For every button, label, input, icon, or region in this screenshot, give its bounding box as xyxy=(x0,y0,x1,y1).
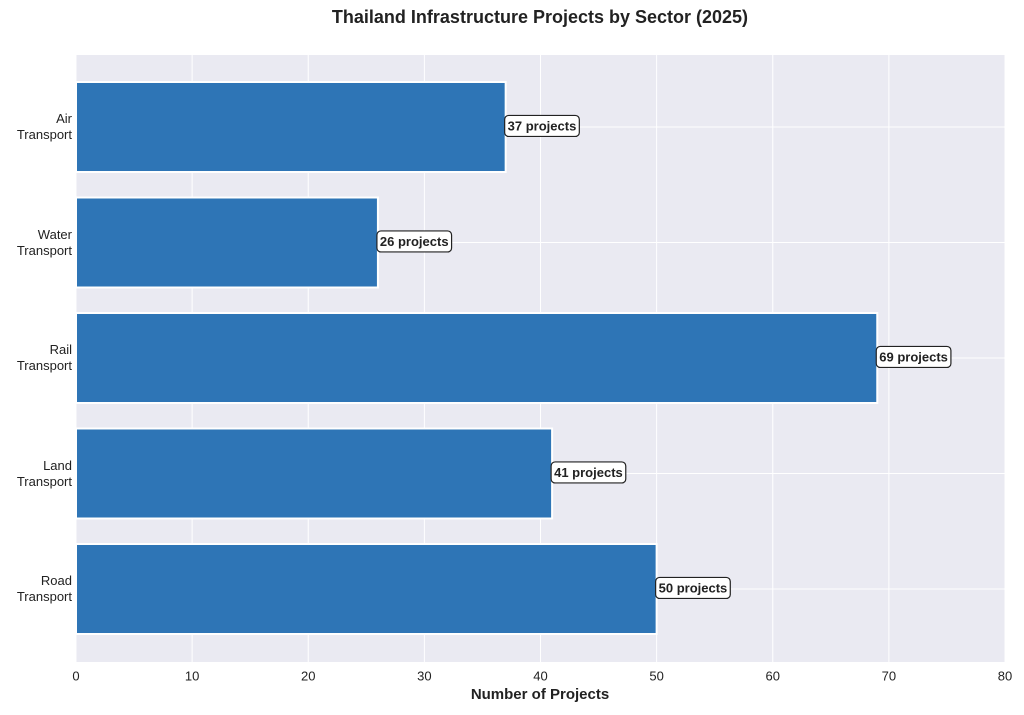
value-label-group: 41 projects xyxy=(550,461,627,484)
x-tick-label: 60 xyxy=(766,668,780,683)
bar xyxy=(75,196,379,289)
value-label-group: 37 projects xyxy=(504,114,580,138)
value-label: 50 projects xyxy=(659,580,728,595)
value-label-box xyxy=(504,114,580,138)
value-label-box xyxy=(655,576,731,600)
value-label-group: 69 projects xyxy=(875,345,952,369)
chart-title: Thailand Infrastructure Projects by Sect… xyxy=(332,7,748,27)
value-label: 41 projects xyxy=(554,465,623,480)
value-label: 37 projects xyxy=(508,118,577,133)
value-label-box xyxy=(376,230,453,253)
y-tick-label: Land Transport xyxy=(16,457,72,489)
x-tick-label: 30 xyxy=(417,668,431,683)
bar xyxy=(75,543,658,635)
y-tick-label: Air Transport xyxy=(16,111,72,142)
y-tick-label: Road Transport xyxy=(16,573,72,604)
value-label-box xyxy=(550,461,627,484)
x-tick-label: 10 xyxy=(185,668,199,683)
x-tick-label: 50 xyxy=(649,668,663,683)
x-tick-label: 40 xyxy=(533,668,547,683)
value-label-group: 50 projects xyxy=(655,576,731,600)
value-label: 26 projects xyxy=(380,234,449,249)
value-label: 69 projects xyxy=(879,349,948,364)
x-tick-label: 80 xyxy=(998,668,1012,683)
bar xyxy=(75,427,554,520)
value-label-group: 26 projects xyxy=(376,230,453,253)
value-label-box xyxy=(875,345,952,369)
x-tick-label: 0 xyxy=(72,668,79,683)
x-tick-label: 70 xyxy=(882,668,896,683)
bar xyxy=(75,312,879,404)
bar xyxy=(75,81,507,173)
y-tick-label: Water Transport xyxy=(16,226,72,258)
y-tick-label: Rail Transport xyxy=(16,342,72,373)
x-axis-label: Number of Projects xyxy=(471,686,609,703)
x-tick-label: 20 xyxy=(301,668,315,683)
